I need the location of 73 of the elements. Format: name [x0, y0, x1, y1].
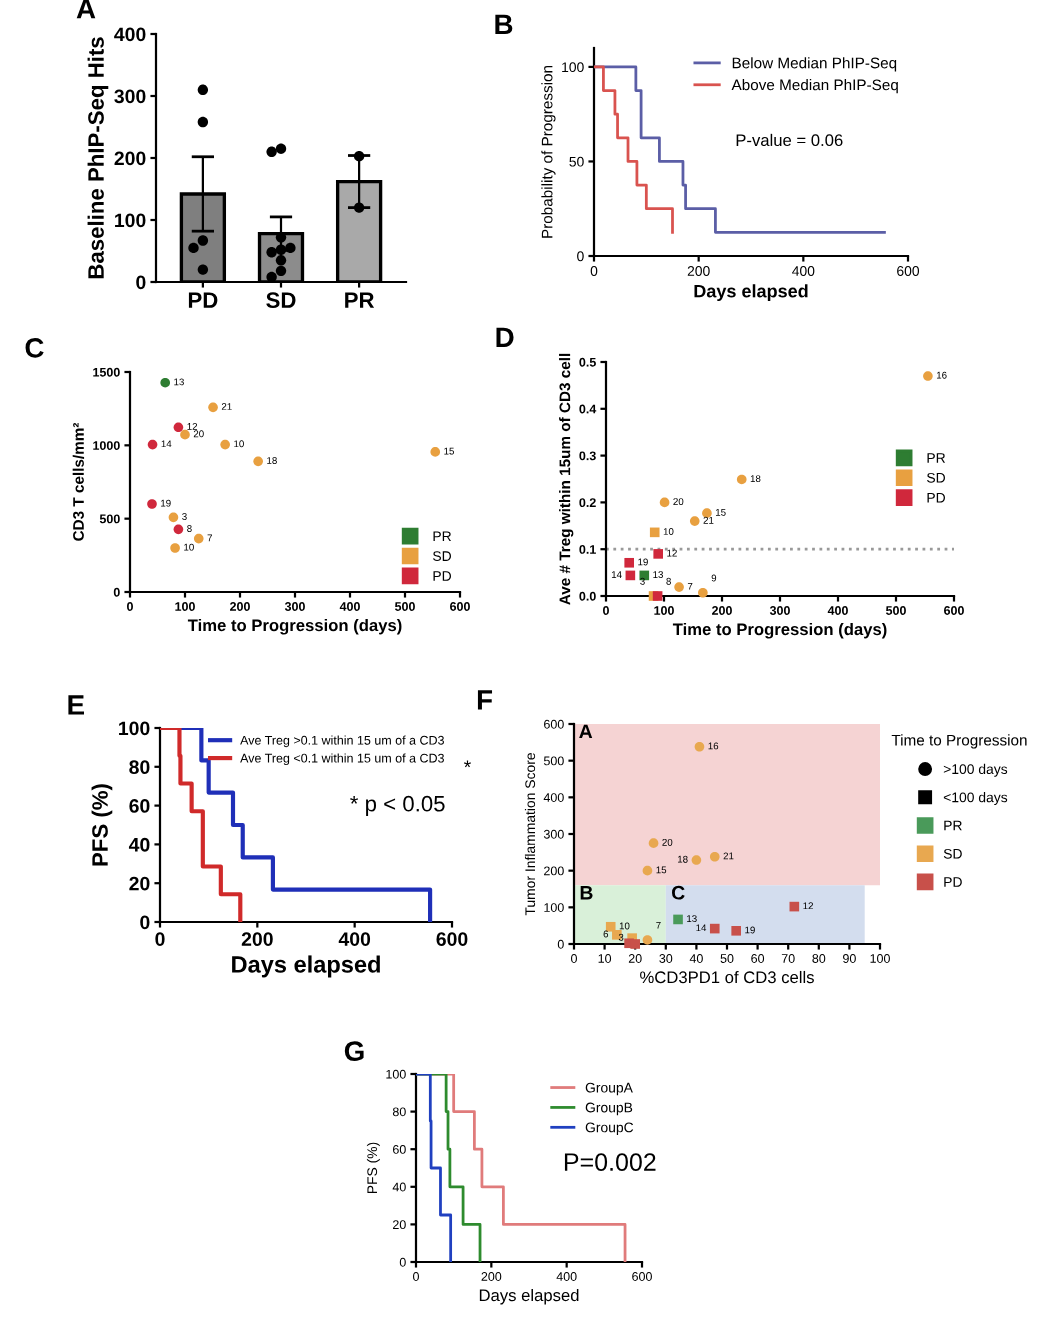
x-axis-title: %CD3PD1 of CD3 cells: [640, 970, 814, 984]
point: [731, 925, 741, 936]
point: [253, 456, 263, 467]
text: *: [463, 760, 471, 768]
y-tick-label: 60: [129, 799, 150, 813]
point: [220, 439, 230, 450]
point: [673, 914, 683, 925]
point: [648, 838, 659, 848]
point: [698, 587, 708, 598]
x-tick-label: 0: [155, 932, 165, 946]
chart-title: B: [495, 14, 513, 34]
point: [630, 939, 641, 949]
point: [649, 527, 660, 538]
point: [193, 533, 204, 544]
y-tick-label: 100: [119, 721, 150, 736]
point: [689, 516, 700, 526]
annotation: * p < 0.05: [350, 795, 445, 816]
point: [430, 447, 441, 457]
x-axis-title: Days elapsed: [479, 1288, 579, 1305]
y-tick-label: 0: [140, 915, 150, 930]
annotation: P=0.002: [564, 1153, 656, 1171]
chart-title: F: [477, 690, 493, 710]
chart-title: C: [25, 338, 44, 358]
point: [173, 524, 184, 535]
point: [147, 499, 157, 509]
x-tick-label: PD: [188, 292, 218, 308]
point: [605, 921, 616, 932]
y-tick-label: 40: [128, 837, 150, 852]
chart-title: G: [344, 1041, 364, 1061]
point: [642, 865, 653, 876]
x-axis-title: Days elapsed: [694, 284, 808, 302]
chart-title: D: [496, 327, 514, 347]
point: [160, 377, 171, 388]
point: [170, 543, 180, 553]
point: [653, 549, 664, 559]
x-axis-title: Time to Progression (days): [672, 622, 887, 639]
band-label: A: [579, 724, 593, 739]
point: [180, 429, 190, 440]
annotation: P-value = 0.06: [736, 133, 843, 147]
point: [173, 422, 184, 433]
chart-title: E: [68, 695, 84, 715]
x-tick-label: PR: [345, 292, 375, 308]
point: [659, 497, 670, 508]
point: [168, 512, 179, 523]
point: [642, 935, 653, 945]
x-axis-title: Days elapsed: [232, 955, 380, 978]
point: [736, 474, 747, 485]
band-label: C: [672, 885, 685, 900]
y-tick-label: 100: [115, 213, 146, 228]
x-tick-label: SD: [266, 292, 296, 309]
y-axis-title: PFS (%): [91, 784, 113, 866]
point: [702, 508, 712, 518]
y-tick-label: 80: [129, 760, 150, 775]
x-tick-label: 400: [338, 932, 371, 946]
point: [147, 439, 158, 450]
band-label: B: [580, 886, 593, 900]
chart-title: A: [76, 0, 96, 19]
point: [709, 851, 720, 862]
x-tick-label: 200: [241, 932, 273, 946]
x-axis-title: Time to Progression (days): [187, 618, 402, 635]
point: [694, 741, 705, 752]
point: [624, 557, 635, 568]
x-tick-label: 600: [436, 932, 468, 946]
point: [691, 855, 702, 865]
y-axis-title: Baseline PhIP-Seq Hits: [87, 37, 109, 279]
point: [709, 923, 720, 934]
y-tick-label: 400: [114, 27, 146, 42]
y-tick-label: 200: [114, 151, 146, 166]
y-tick-label: 300: [114, 89, 146, 104]
point: [674, 582, 684, 592]
point: [208, 402, 218, 413]
y-tick-label: 20: [129, 876, 150, 891]
point: [923, 371, 933, 381]
